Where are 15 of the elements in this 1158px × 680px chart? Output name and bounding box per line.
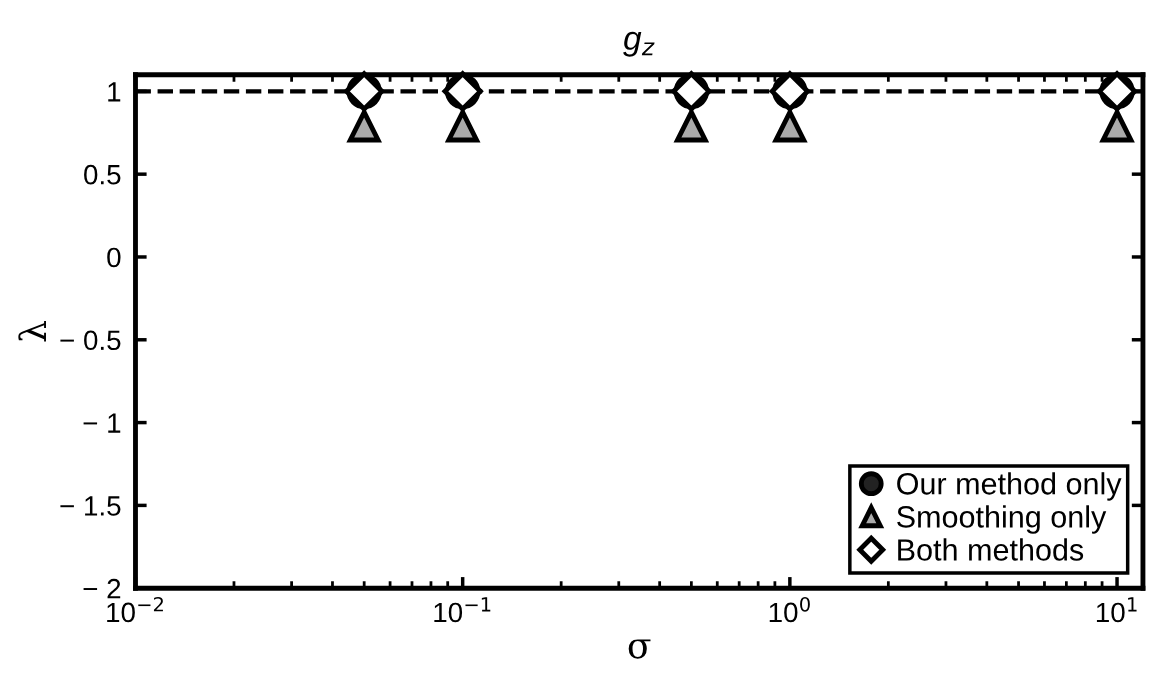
x-tick-label: 10$^{−1}$ [434, 597, 491, 623]
y-tick-label: − 1.5 [60, 496, 121, 516]
y-tick-label: − 0.5 [60, 330, 121, 351]
x-axis-title: σ [628, 639, 651, 659]
y-tick-label: − 1 [83, 413, 121, 433]
x-tick-label: 10$^{1}$ [1096, 597, 1137, 623]
x-tick-label: 10$^{0}$ [769, 596, 810, 623]
legend-label: Smoothing only [897, 505, 1107, 534]
y-tick-label: 0 [107, 247, 121, 268]
legend-label: Our method only [897, 472, 1122, 501]
y-tick-label: 0.5 [84, 164, 121, 185]
y-tick-label: 1 [108, 82, 121, 102]
y-axis-title: λ [18, 321, 46, 342]
legend-label: Both methods [898, 538, 1084, 561]
chart-title: g$_{z}$ [623, 31, 655, 57]
